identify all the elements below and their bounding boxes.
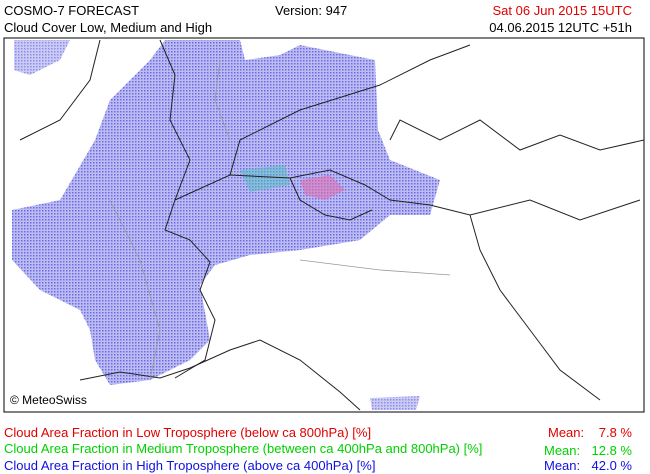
legend-mean-label: Mean: — [544, 443, 581, 458]
cloud-cover-low — [300, 175, 345, 200]
legend-label: Cloud Area Fraction in High Troposphere … — [4, 458, 376, 473]
valid-time: Sat 06 Jun 2015 15UTC — [492, 3, 632, 18]
cloud-cover-high — [12, 40, 440, 385]
legend-mean: 42.0 % — [591, 458, 632, 473]
cloud-cover-patch — [370, 396, 420, 410]
credit: © MeteoSwiss — [10, 393, 87, 407]
title: COSMO-7 FORECAST — [4, 3, 140, 18]
subtitle: Cloud Cover Low, Medium and High — [4, 20, 213, 35]
run-time: 04.06.2015 12UTC +51h — [489, 20, 632, 35]
borders — [19, 39, 645, 411]
legend-mean: 12.8 % — [591, 443, 632, 458]
rivers — [109, 59, 451, 381]
legend-mean-label: Mean: — [544, 458, 581, 473]
legend-mean-label: Mean: — [548, 425, 585, 440]
legend-mean: 7.8 % — [598, 425, 632, 440]
legend-label: Cloud Area Fraction in Medium Tropospher… — [4, 441, 483, 456]
cloud-cover-medium — [240, 165, 290, 192]
legend-label: Cloud Area Fraction in Low Troposphere (… — [4, 425, 372, 440]
cloud-cover-patch — [14, 40, 70, 75]
version: Version: 947 — [275, 3, 348, 18]
